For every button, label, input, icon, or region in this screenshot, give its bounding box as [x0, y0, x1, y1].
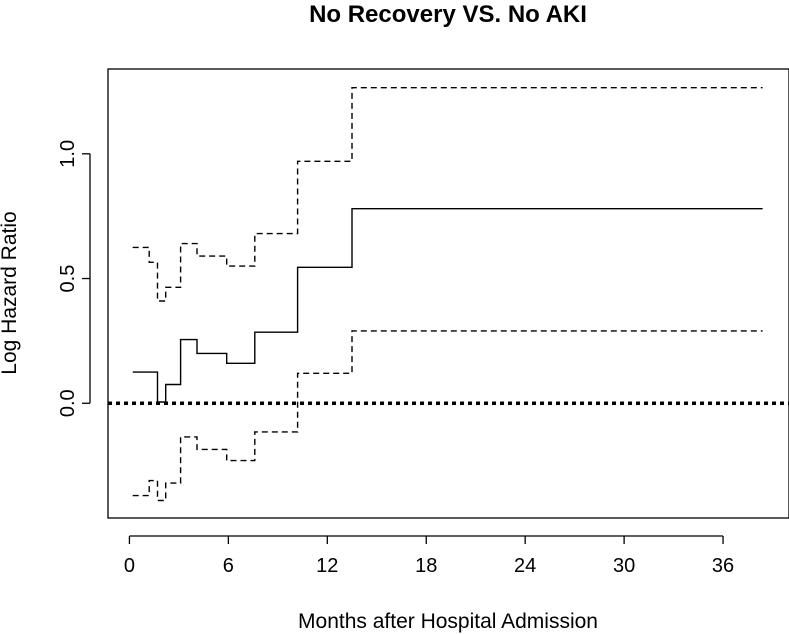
y-tick-label: 0.5: [57, 265, 79, 293]
y-axis-label: Log Hazard Ratio: [0, 211, 21, 374]
series-group: [108, 87, 789, 502]
series-line-lower: [132, 330, 763, 502]
x-tick-label: 24: [514, 555, 536, 577]
axes: 0 6 12 18 24 30 36 0.0 0.5 1.0: [57, 140, 734, 577]
series-line-estimate: [132, 208, 763, 403]
x-tick-label: 18: [415, 555, 437, 577]
chart-title: No Recovery VS. No AKI: [309, 1, 587, 28]
series-line-upper: [132, 87, 763, 302]
x-tick-label: 30: [613, 555, 635, 577]
x-axis-label: Months after Hospital Admission: [298, 610, 598, 633]
x-tick-label: 0: [124, 555, 135, 577]
plot-frame: [107, 68, 789, 519]
y-tick-label: 1.0: [57, 140, 79, 168]
x-tick-label: 6: [223, 555, 234, 577]
x-tick-label: 36: [712, 555, 734, 577]
y-tick-label: 0.0: [57, 389, 79, 417]
x-tick-label: 12: [316, 555, 338, 577]
